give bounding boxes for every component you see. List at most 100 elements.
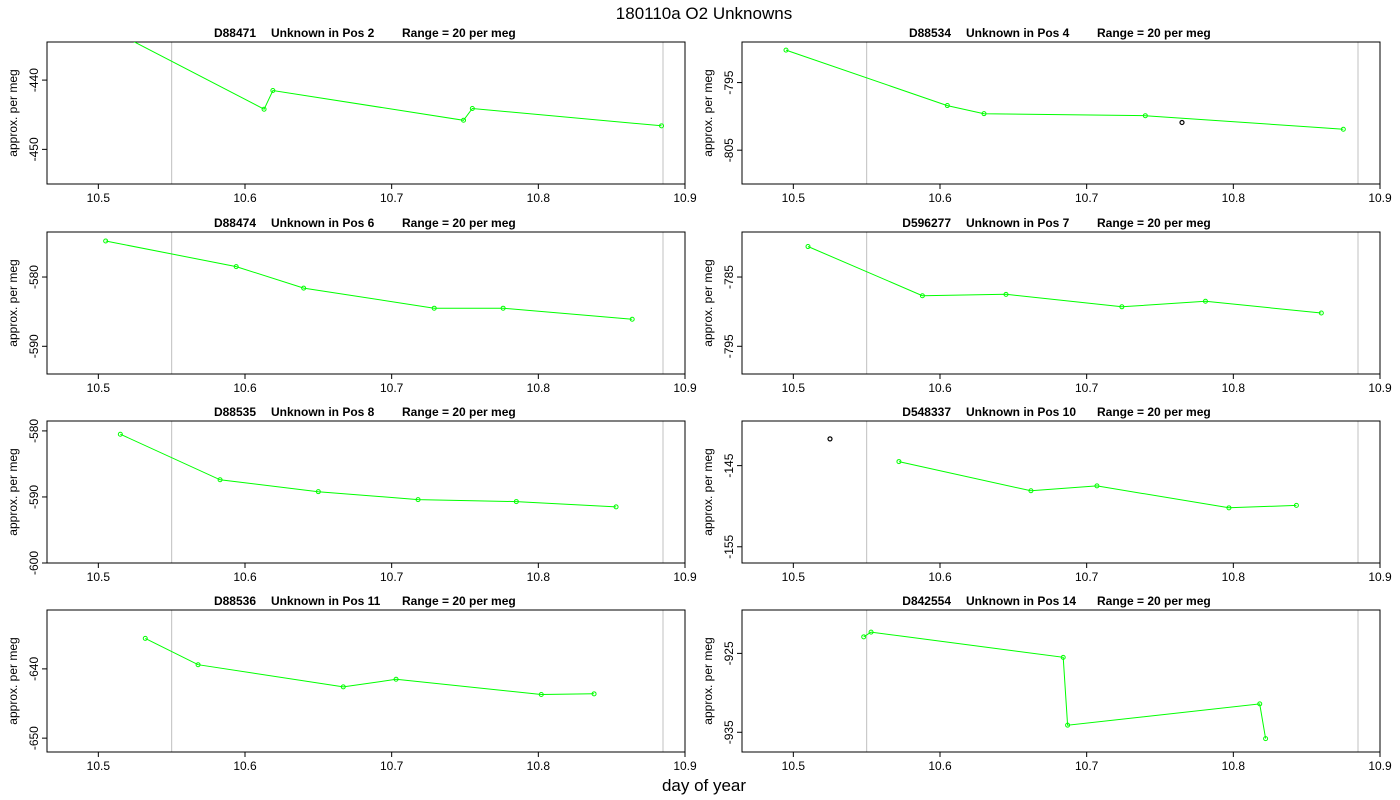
- panel-position-label: Unknown in Pos 2: [271, 26, 375, 40]
- panel-range-label: Range = 20 per meg: [402, 216, 516, 230]
- data-point: [1340, 126, 1346, 132]
- data-point: [1263, 736, 1269, 742]
- data-point: [538, 692, 544, 698]
- y-tick-label: -155: [722, 534, 736, 558]
- x-tick-label: 10.9: [1368, 381, 1392, 395]
- data-point: [1293, 502, 1299, 508]
- data-point: [805, 244, 811, 250]
- flagged-point: [1179, 119, 1185, 126]
- x-tick-label: 10.7: [1075, 759, 1099, 773]
- x-tick-label: 10.9: [1368, 759, 1392, 773]
- data-point: [1142, 113, 1148, 119]
- x-tick-label: 10.5: [782, 191, 806, 205]
- series-line: [863, 631, 1267, 739]
- data-point: [1028, 488, 1034, 494]
- x-tick-label: 10.8: [1222, 381, 1246, 395]
- y-axis-label: approx. per meg: [6, 259, 20, 346]
- data-point: [613, 504, 619, 510]
- data-point: [896, 459, 902, 465]
- panel-1: D88471 Unknown in Pos 2 Range = 20 per meg…: [6, 26, 697, 205]
- x-tick-label: 10.8: [527, 381, 551, 395]
- y-tick-label: -785: [722, 265, 736, 289]
- plot-frame: [741, 231, 1381, 375]
- panel-id-label: D88536: [214, 594, 256, 608]
- x-tick-label: 10.8: [1222, 191, 1246, 205]
- x-tick-label: 10.7: [380, 759, 404, 773]
- x-tick-label: 10.9: [673, 759, 697, 773]
- panel-id-label: D548337: [902, 405, 951, 419]
- panel-5: D88535 Unknown in Pos 8 Range = 20 per meg…: [6, 405, 697, 584]
- plot-frame: [741, 609, 1381, 753]
- panel-range-label: Range = 20 per meg: [402, 594, 516, 608]
- panel-range-label: Range = 20 per meg: [402, 405, 516, 419]
- data-point: [270, 87, 276, 93]
- plot-data: [142, 635, 597, 698]
- x-tick-label: 10.8: [527, 759, 551, 773]
- panel-position-label: Unknown in Pos 8: [271, 405, 375, 419]
- x-tick-label: 10.7: [380, 570, 404, 584]
- series-line: [120, 433, 617, 508]
- data-point: [981, 111, 987, 117]
- x-tick-label: 10.5: [782, 759, 806, 773]
- x-tick-label: 10.6: [928, 759, 952, 773]
- x-axis-label: day of year: [662, 776, 746, 795]
- panel-id-label: D88534: [909, 26, 951, 40]
- plot-frame: [741, 420, 1381, 564]
- data-point: [261, 106, 267, 112]
- data-point: [1119, 304, 1125, 310]
- x-tick-label: 10.8: [1222, 570, 1246, 584]
- plot-data: [783, 47, 1346, 132]
- plot-frame: [741, 41, 1381, 185]
- y-tick-label: -795: [722, 334, 736, 358]
- data-point: [103, 238, 109, 244]
- y-tick-label: -600: [27, 551, 41, 575]
- data-point: [315, 489, 321, 495]
- y-tick-label: -925: [722, 641, 736, 665]
- plot-data: [117, 431, 619, 510]
- data-point: [783, 47, 789, 53]
- data-point: [1257, 701, 1263, 707]
- x-tick-label: 10.5: [87, 191, 111, 205]
- plot-frame: [46, 420, 686, 564]
- y-tick-label: -590: [27, 485, 41, 509]
- x-tick-label: 10.5: [87, 759, 111, 773]
- data-point: [415, 497, 421, 503]
- y-tick-label: -145: [722, 453, 736, 477]
- x-tick-label: 10.7: [380, 381, 404, 395]
- plot-frame: [46, 41, 686, 185]
- y-axis-label: approx. per meg: [6, 637, 20, 724]
- y-tick-label: -795: [722, 70, 736, 94]
- plot-data: [827, 436, 1299, 511]
- data-point: [301, 285, 307, 291]
- y-axis-label: approx. per meg: [701, 69, 715, 156]
- y-tick-label: -450: [27, 137, 41, 161]
- plot-frame: [46, 609, 686, 753]
- plot-data: [861, 629, 1269, 742]
- y-tick-label: -580: [27, 419, 41, 443]
- plot-data: [133, 42, 665, 129]
- x-tick-label: 10.7: [1075, 381, 1099, 395]
- x-tick-label: 10.5: [782, 570, 806, 584]
- panel-range-label: Range = 20 per meg: [402, 26, 516, 40]
- y-axis-label: approx. per meg: [701, 637, 715, 724]
- data-point: [659, 123, 665, 129]
- data-point: [217, 477, 223, 483]
- y-tick-label: -590: [27, 334, 41, 358]
- panel-4: D596277 Unknown in Pos 7 Range = 20 per me…: [701, 216, 1392, 395]
- y-tick-label: -440: [27, 68, 41, 92]
- y-tick-label: -650: [27, 726, 41, 750]
- x-tick-label: 10.7: [380, 191, 404, 205]
- data-point: [1094, 483, 1100, 489]
- series-line: [807, 246, 1322, 314]
- data-point: [629, 316, 635, 322]
- y-axis-label: approx. per meg: [6, 448, 20, 535]
- data-point: [1065, 722, 1071, 728]
- panel-id-label: D842554: [902, 594, 951, 608]
- panel-position-label: Unknown in Pos 7: [966, 216, 1070, 230]
- panel-range-label: Range = 20 per meg: [1097, 594, 1211, 608]
- panel-id-label: D88471: [214, 26, 256, 40]
- data-point: [117, 431, 123, 437]
- panel-7: D88536 Unknown in Pos 11 Range = 20 per me…: [6, 594, 697, 773]
- panel-range-label: Range = 20 per meg: [1097, 26, 1211, 40]
- x-tick-label: 10.6: [233, 759, 257, 773]
